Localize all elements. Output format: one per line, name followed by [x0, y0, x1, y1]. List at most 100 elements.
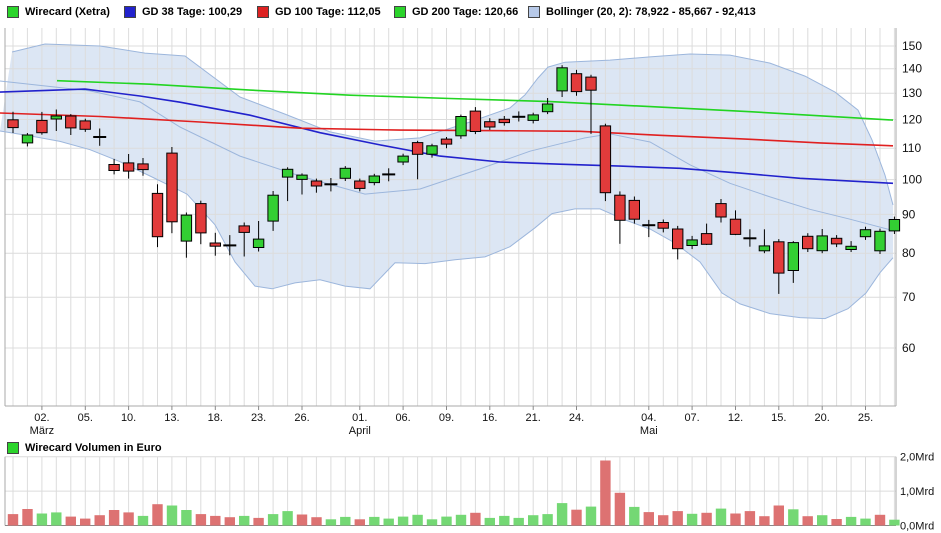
volume-bar	[152, 504, 163, 526]
legend-item-0[interactable]: Wirecard (Xetra)	[7, 4, 110, 20]
volume-bar	[253, 517, 264, 526]
volume-bar	[686, 513, 698, 526]
candle-body	[498, 118, 511, 124]
date-label: 15.	[771, 412, 786, 424]
date-label: 20.	[815, 412, 830, 424]
date-label: 21.	[526, 412, 541, 424]
legend-label: Wirecard (Xetra)	[25, 6, 110, 18]
legend-item-4[interactable]: Bollinger (20, 2): 78,922 - 85,667 - 92,…	[528, 4, 756, 20]
legend-label: GD 38 Tage: 100,29	[142, 6, 243, 18]
date-label: 04.	[641, 412, 656, 424]
volume-bar	[296, 514, 308, 526]
candle-body	[137, 163, 149, 171]
date-label: 02.	[34, 412, 49, 424]
volume-bar	[239, 515, 250, 526]
candle-body	[599, 125, 612, 194]
candle-body	[122, 162, 135, 172]
date-label: 01.	[352, 412, 367, 424]
candle-body	[686, 239, 698, 246]
volume-legend-label: Wirecard Volumen in Euro	[25, 442, 162, 454]
candle-body	[79, 120, 91, 130]
volume-bar	[282, 511, 293, 526]
candle-body	[628, 199, 640, 220]
month-label: März	[30, 425, 54, 437]
svg-text:1,0Mrd: 1,0Mrd	[900, 486, 934, 498]
candle-body	[469, 110, 482, 132]
date-label: 13.	[164, 412, 179, 424]
bollinger-lines	[0, 43, 894, 320]
candle-body	[411, 142, 424, 155]
volume-bar	[441, 516, 452, 526]
month-label: April	[349, 425, 371, 437]
volume-bar	[369, 516, 380, 526]
volume-bar	[629, 506, 640, 526]
candle-body	[180, 214, 193, 242]
candle-body	[527, 114, 539, 121]
price-axis-labels: 150 140 130 120 110 100 90 80 70 60	[902, 39, 922, 355]
candle-body	[7, 119, 19, 129]
volume-bar	[36, 513, 48, 526]
candle-body	[874, 230, 886, 252]
bollinger-middle-line	[0, 80, 894, 231]
svg-text:80: 80	[902, 246, 916, 260]
legend-swatch-icon	[528, 6, 540, 18]
date-label: 07.	[684, 412, 699, 424]
date-axis: 02.März 05. 10. 13. 18. 23. 26. 01.April 06. 09. 1…	[30, 406, 873, 437]
candle-body	[354, 180, 366, 189]
month-label: Mai	[640, 425, 658, 437]
candle-body	[440, 138, 453, 145]
volume-bar	[267, 514, 279, 526]
date-label: 10.	[121, 412, 136, 424]
volume-legend[interactable]: Wirecard Volumen in Euro	[7, 440, 162, 456]
volume-bar	[773, 505, 784, 526]
volume-bar	[65, 516, 76, 526]
volume-bar	[889, 519, 900, 526]
candle-body	[484, 121, 496, 128]
volume-bar	[528, 515, 539, 526]
legend-item-2[interactable]: GD 100 Tage: 112,05	[257, 4, 381, 20]
volume-bar	[658, 515, 669, 526]
svg-text:140: 140	[902, 62, 922, 76]
legend-swatch-icon	[257, 6, 269, 18]
candle-body	[541, 103, 554, 113]
date-label: 25.	[858, 412, 873, 424]
volume-series	[7, 460, 900, 526]
candle-body	[238, 225, 250, 233]
volume-bar	[470, 512, 481, 526]
volume-bar	[499, 515, 510, 526]
volume-bar	[788, 509, 799, 526]
volume-bar	[397, 516, 409, 526]
bollinger-upper-line	[11, 43, 894, 206]
legend-label: Bollinger (20, 2): 78,922 - 85,667 - 92,…	[546, 6, 756, 18]
date-label: 06.	[395, 412, 410, 424]
volume-bar	[759, 516, 770, 526]
candle-body	[556, 67, 568, 92]
candle-body	[426, 145, 438, 155]
candle-body	[845, 245, 857, 251]
date-label: 12.	[728, 412, 743, 424]
candle-body	[296, 174, 308, 180]
volume-bar	[123, 512, 134, 526]
gd38-line	[0, 88, 894, 185]
volume-bar	[455, 514, 467, 526]
date-label: 23.	[251, 412, 266, 424]
bollinger-lower-line	[0, 130, 894, 320]
legend-item-1[interactable]: GD 38 Tage: 100,29	[124, 4, 242, 20]
volume-bar	[340, 516, 351, 526]
candle-body	[715, 203, 727, 218]
candle-body	[50, 115, 62, 120]
svg-text:110: 110	[902, 141, 921, 155]
volume-bar	[730, 513, 741, 526]
legend-swatch-icon	[394, 6, 406, 18]
gd200-line	[56, 79, 894, 121]
legend-label: GD 100 Tage: 112,05	[275, 6, 381, 18]
date-label: 16.	[482, 412, 497, 424]
svg-text:120: 120	[902, 113, 922, 127]
legend-item-3[interactable]: GD 200 Tage: 120,66	[394, 4, 518, 20]
volume-bar	[426, 519, 438, 526]
volume-bar	[817, 515, 828, 526]
svg-text:90: 90	[902, 207, 916, 221]
